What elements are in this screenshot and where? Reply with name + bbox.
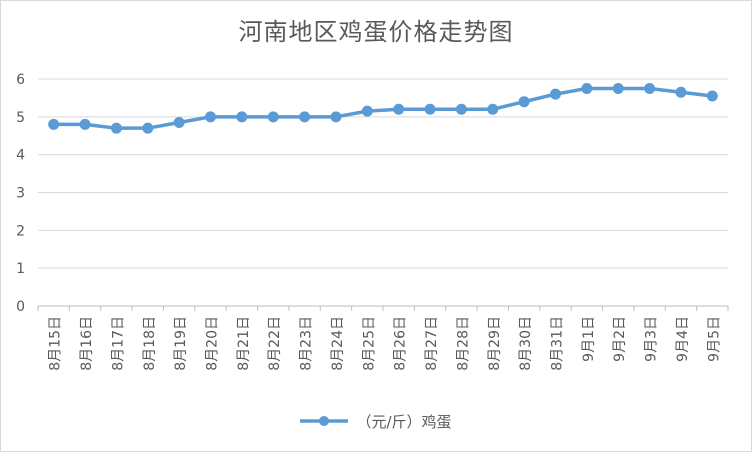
x-tick-label: 8月18日 xyxy=(142,316,158,371)
legend-label: （元/斤）鸡蛋 xyxy=(356,412,452,431)
x-tick-label: 8月28日 xyxy=(455,316,471,371)
data-point xyxy=(455,103,467,115)
x-tick-label: 9月2日 xyxy=(612,316,628,362)
x-tick-label: 8月24日 xyxy=(330,316,346,371)
data-point xyxy=(424,103,436,115)
x-tick-label: 9月3日 xyxy=(644,316,660,362)
y-tick-label: 6 xyxy=(16,72,25,88)
legend-item-eggs: （元/斤）鸡蛋 xyxy=(300,411,452,432)
y-tick-label: 0 xyxy=(16,299,25,315)
legend: （元/斤）鸡蛋 xyxy=(0,410,752,432)
x-tick-label: 8月22日 xyxy=(267,316,283,371)
data-point xyxy=(173,117,185,129)
data-point xyxy=(205,111,216,123)
data-point xyxy=(267,111,279,123)
data-point xyxy=(330,111,342,123)
x-tick-label: 8月20日 xyxy=(205,316,221,371)
data-point xyxy=(393,103,405,115)
data-point xyxy=(644,82,656,94)
data-point xyxy=(675,86,687,98)
data-point xyxy=(612,82,624,94)
data-point xyxy=(142,122,154,134)
x-tick-label: 8月25日 xyxy=(361,316,377,371)
y-tick-label: 5 xyxy=(16,110,25,126)
x-tick-label: 8月16日 xyxy=(79,316,95,371)
data-point xyxy=(487,103,499,115)
data-point xyxy=(581,82,593,94)
data-point xyxy=(236,111,248,123)
y-tick-label: 2 xyxy=(16,223,25,239)
x-tick-label: 9月1日 xyxy=(581,316,597,362)
data-point xyxy=(550,88,561,100)
data-point xyxy=(361,105,373,117)
x-tick-label: 8月30日 xyxy=(518,316,534,371)
x-tick-label: 8月29日 xyxy=(487,316,503,371)
data-point xyxy=(79,118,91,130)
x-tick-label: 9月4日 xyxy=(675,316,691,362)
data-point xyxy=(48,118,60,130)
x-tick-label: 8月21日 xyxy=(236,316,252,371)
x-tick-label: 8月23日 xyxy=(299,316,315,371)
x-tick-label: 8月26日 xyxy=(393,316,409,371)
y-tick-label: 3 xyxy=(16,186,25,202)
y-tick-label: 4 xyxy=(16,148,25,164)
x-tick-label: 9月5日 xyxy=(706,316,722,362)
x-tick-label: 8月27日 xyxy=(424,316,440,371)
data-point xyxy=(299,111,311,123)
series-line xyxy=(51,86,715,130)
data-point xyxy=(706,90,718,102)
data-point xyxy=(518,96,530,108)
x-tick-label: 8月15日 xyxy=(48,316,64,371)
x-tick-label: 8月19日 xyxy=(173,316,189,371)
legend-swatch xyxy=(300,416,349,426)
x-tick-label: 8月31日 xyxy=(550,316,566,371)
data-point xyxy=(110,122,122,134)
chart-title: 河南地区鸡蛋价格走势图 xyxy=(238,18,514,46)
y-tick-label: 1 xyxy=(16,261,25,277)
x-tick-label: 8月17日 xyxy=(110,316,126,371)
